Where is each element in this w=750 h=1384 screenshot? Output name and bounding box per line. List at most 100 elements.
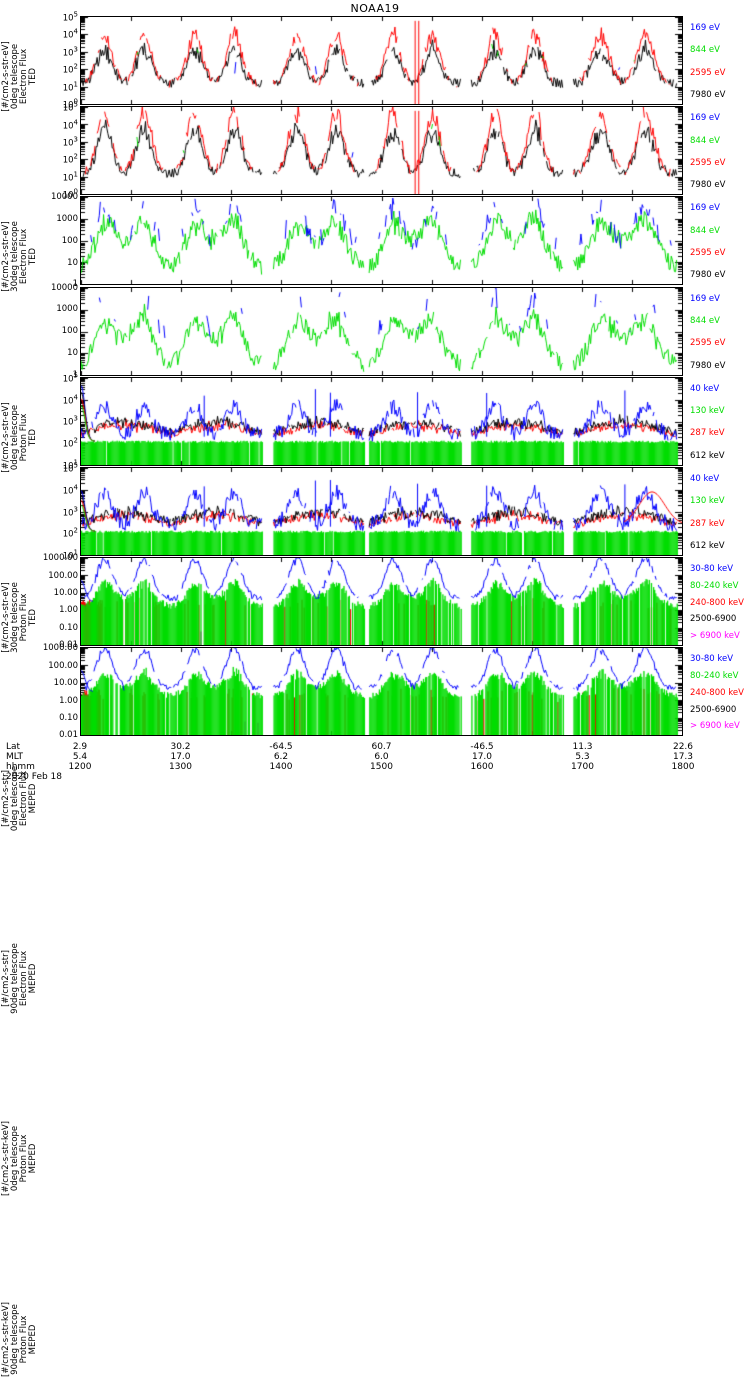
y-tick-label: 101 [62,170,78,184]
x-tick-hhmm: 1600 [470,761,494,772]
y-tick-label: 1000 [56,214,78,225]
plot-panel-meped-proton-0deg [80,557,683,647]
legend-item-844-ev: 844 eV [690,315,720,326]
y-tick-label: 1000.00 [42,553,78,564]
y-tick-label: 103 [62,414,78,428]
legend-item-240-800-kev: 240-800 keV [690,597,744,608]
plot-panel-meped-proton-90deg [80,647,683,737]
y-axis-meped-electron-90deg: 105 104 103 102 101 [#/cm2-s-str] 90deg telesc… [0,462,80,1014]
y-tick-label: 101 [62,458,78,472]
y-tick-label: 1 [72,369,78,380]
y-tick-label: 103 [62,135,78,149]
y-tick-label: 100 [61,326,78,337]
plot-canvas-ted-electron-0deg [81,17,682,104]
legend-item-40-kev: 40 keV [690,474,720,484]
x-tick-mlt: 6.2 [273,751,289,762]
legend-item-130-kev: 130 keV [690,406,725,417]
y-tick-label: 10 [67,347,78,358]
plot-canvas-ted-proton-30deg [81,287,682,375]
legend-item-240-800-kev: 240-800 keV [690,687,744,698]
y-tick-label: 10000 [50,282,78,293]
y-axis-ted-electron-30deg: 105 104 103 102 101 100 [#/cm2-s-str-eV] 30deg … [0,101,80,292]
x-tick-hhmm: 1800 [671,761,695,772]
x-tick-hhmm: 1400 [269,761,293,772]
plot-panel-ted-proton-30deg [80,286,683,376]
x-tick-hhmm: 1200 [68,761,92,772]
x-axis-row-label-lat: Lat [6,741,21,752]
plot-canvas-ted-proton-0deg [81,197,682,285]
y-tick-label: 102 [62,436,78,450]
legend-item-169-ev: 169 eV [690,203,720,214]
y-tick-label: 1.00 [59,605,78,616]
y-axis-title-meped-proton-90deg: [#/cm2-s-str-keV] 90deg telescope Proton F… [1,1301,38,1377]
x-tick-lat: -46.5 [470,741,494,752]
x-tick-hhmm: 1300 [169,761,192,772]
x-tick-lat: 30.2 [170,741,191,752]
legend-item--6900-kev: > 6900 keV [690,721,740,732]
y-axis-meped-electron-0deg: 105 104 103 102 101 [#/cm2-s-str] 0deg telesco… [0,371,80,830]
legend-item-2595-ev: 2595 eV [690,338,726,349]
legend-item-80-240-kev: 80-240 keV [690,671,739,682]
x-tick-mlt: 17.0 [170,751,191,762]
y-tick-label: 100.00 [48,660,78,671]
legend-item-7980-ev: 7980 eV [690,360,726,371]
y-tick-label: 0.01 [59,730,78,741]
plot-canvas-meped-proton-90deg [81,648,682,736]
y-axis-meped-proton-0deg: 1000.00 100.00 10.00 1.00 0.10 0.01 [#/cm2-s-s… [0,553,80,1196]
x-tick-mlt: 17.3 [672,751,694,762]
legend-item-2595-ev: 2595 eV [690,248,726,259]
plot-canvas-ted-electron-30deg [81,107,682,195]
y-tick-label: 104 [62,27,78,41]
plot-panel-meped-electron-90deg [80,467,683,556]
y-axis-meped-proton-90deg: 1000.00 100.00 10.00 1.00 0.10 0.01 [#/cm2-s-s… [0,643,80,1376]
legend-item-169-ev: 169 eV [690,113,720,124]
y-tick-label: 102 [62,152,78,166]
y-tick-label: 100.00 [48,570,78,581]
legend-item-40-kev: 40 keV [690,383,720,394]
x-tick-lat: 22.6 [672,741,694,752]
x-tick-mlt: 6.0 [374,751,389,762]
y-tick-label: 1.00 [59,695,78,706]
legend-item-287-kev: 287 keV [690,518,725,529]
y-axis-title-meped-electron-90deg: [#/cm2-s-str] 90deg telescope Electron Flu… [1,943,38,1014]
y-tick-label: 105 [62,10,78,24]
legend-item-30-80-kev: 30-80 keV [690,654,734,665]
legend-item-7980-ev: 7980 eV [690,270,726,281]
legend-item-844-ev: 844 eV [690,45,720,56]
legend-item-2500-6900: 2500-6900 [690,614,737,625]
page-title: NOAA19 [350,2,400,15]
legend-item--6900-kev: > 6900 keV [690,631,740,642]
y-tick-label: 105 [62,371,78,385]
legend-item-2595-ev: 2595 eV [690,157,726,168]
legend-item-287-kev: 287 keV [690,428,725,439]
date-label: 2020 Feb 18 [6,771,63,782]
y-tick-label: 0.10 [59,622,78,633]
plot-panel-ted-proton-0deg [80,196,683,286]
legend-item-612-kev: 612 keV [690,541,725,551]
y-tick-label: 100 [61,235,78,246]
y-tick-label: 10.00 [53,587,78,598]
x-tick-lat: 60.7 [371,741,392,752]
x-tick-mlt: 5.3 [575,751,590,762]
y-tick-label: 105 [62,100,78,114]
x-tick-lat: 11.3 [572,741,593,752]
y-tick-label: 104 [62,393,78,406]
y-tick-label: 101 [62,80,78,94]
y-tick-label: 10000 [50,192,78,203]
y-tick-label: 10.00 [53,678,78,689]
plot-canvas-meped-proton-0deg [81,558,682,646]
y-tick-label: 1000 [56,304,78,315]
x-tick-hhmm: 1700 [571,761,594,772]
legend-item-30-80-kev: 30-80 keV [690,564,734,575]
y-tick-label: 103 [62,45,78,59]
y-tick-label: 100 [62,187,78,201]
x-tick-mlt: 5.4 [72,751,88,762]
plot-canvas-meped-electron-0deg [81,377,682,465]
legend-item-7980-ev: 7980 eV [690,90,726,100]
legend-item-844-ev: 844 eV [690,225,720,236]
legend-item-7980-ev: 7980 eV [690,180,726,191]
plot-canvas-meped-electron-90deg [81,468,682,555]
legend-item-169-ev: 169 eV [690,293,720,304]
y-axis-ted-electron-0deg: 105 104 103 102 101 100 [#/cm2-s-str-eV] 0deg t… [0,11,80,112]
